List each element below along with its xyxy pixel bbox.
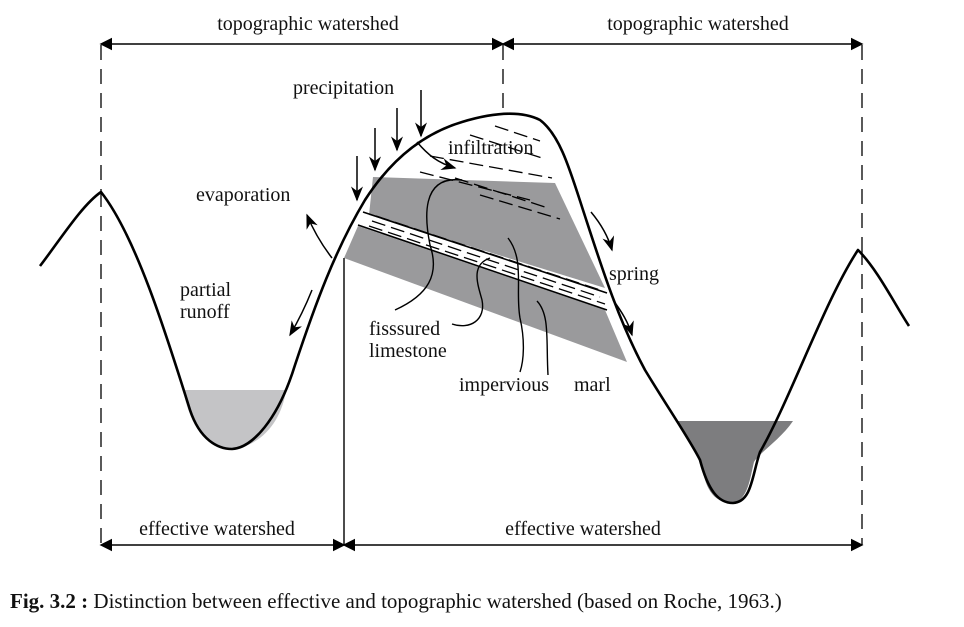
right-water-body: [676, 421, 793, 503]
bottom-left-label: effective watershed: [139, 518, 295, 540]
terrain-profile: [38, 112, 911, 505]
caption-text: Distinction between effective and topogr…: [88, 589, 782, 613]
partial-runoff-label-1: partial: [180, 279, 232, 301]
marl-leader: [536, 300, 549, 376]
precipitation-arrows: [351, 90, 427, 202]
infiltration-label: infiltration: [448, 137, 534, 159]
fissured-leader-2: [451, 257, 491, 327]
bottom-right-label: effective watershed: [505, 518, 661, 540]
caption-prefix: Fig. 3.2 :: [10, 589, 89, 613]
evaporation-label: evaporation: [196, 184, 290, 206]
fissured-leader-1: [394, 179, 463, 311]
impervious-leader: [507, 237, 525, 373]
evaporation-arrow: [306, 213, 333, 259]
stratum-line-2: [357, 224, 608, 311]
watershed-divides: [100, 45, 863, 545]
partial-runoff-label-2: runoff: [180, 301, 230, 323]
spring-label: spring: [609, 263, 659, 285]
top-left-label: topographic watershed: [217, 13, 399, 35]
runoff-arrow: [289, 289, 313, 337]
impervious-label: impervious: [459, 374, 549, 396]
top-right-label: topographic watershed: [607, 13, 789, 35]
fissured-label-2: limestone: [369, 340, 447, 362]
precipitation-label: precipitation: [293, 77, 394, 99]
spring-arrow-upper: [590, 211, 615, 252]
marl-label: marl: [574, 374, 611, 396]
spring-arrow-lower: [612, 299, 634, 337]
figure-caption: Fig. 3.2 : Distinction between effective…: [10, 589, 960, 614]
limestone-band-lower: [344, 226, 627, 362]
infiltration-arrow: [416, 141, 457, 170]
fissured-label-1: fisssured: [369, 318, 440, 340]
